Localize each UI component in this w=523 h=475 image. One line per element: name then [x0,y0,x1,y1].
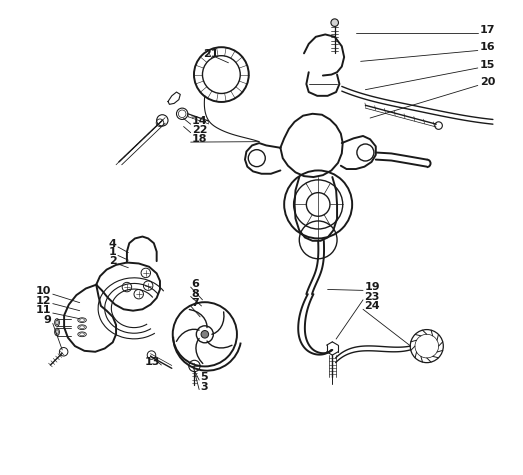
Text: 18: 18 [192,134,208,144]
Text: 23: 23 [365,292,380,302]
Text: 14: 14 [192,116,208,126]
Text: 17: 17 [480,25,495,35]
Text: 2: 2 [109,256,117,266]
Text: 7: 7 [191,298,199,308]
Text: 19: 19 [365,283,380,293]
Text: 22: 22 [192,124,208,135]
Text: 13: 13 [144,357,160,367]
Text: 10: 10 [36,286,51,296]
Circle shape [201,331,209,338]
Text: 11: 11 [36,305,51,315]
Text: 6: 6 [191,279,199,289]
Text: 20: 20 [480,77,495,87]
Circle shape [331,19,338,27]
Text: 3: 3 [200,381,208,391]
Text: 9: 9 [43,315,51,325]
Text: 15: 15 [480,60,495,70]
Text: 24: 24 [365,301,380,311]
Text: 8: 8 [191,288,199,298]
Text: 12: 12 [36,295,51,305]
Text: 5: 5 [200,372,208,382]
Text: 21: 21 [203,49,219,59]
Text: 4: 4 [109,239,117,249]
Text: 1: 1 [109,247,117,257]
Text: 16: 16 [480,42,495,53]
